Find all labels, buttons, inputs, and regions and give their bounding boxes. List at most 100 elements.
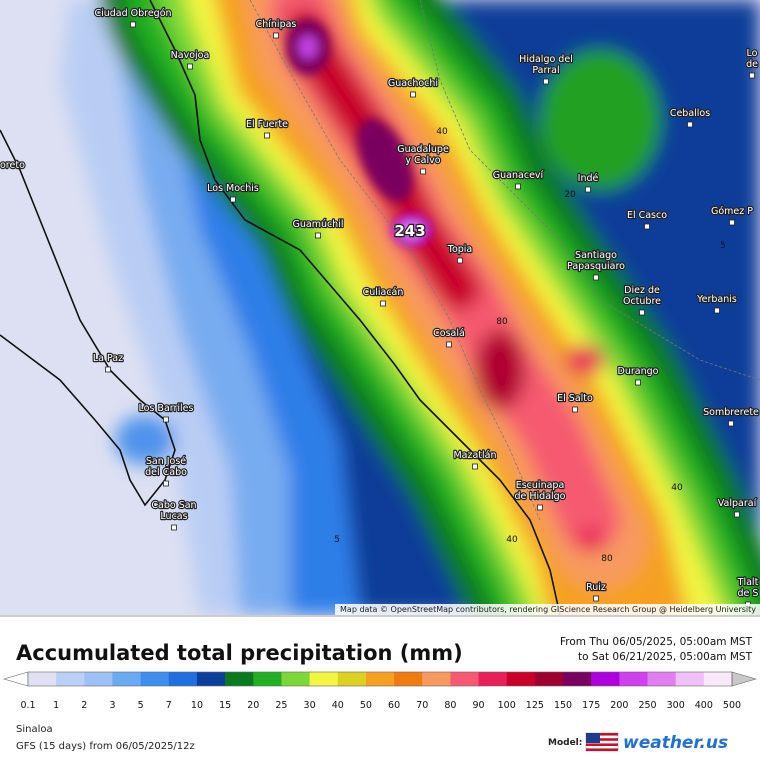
city-label: Valparaí: [718, 498, 757, 509]
colorbar-cell: [112, 672, 142, 686]
city-marker: [472, 463, 478, 470]
city-marker: [593, 274, 599, 281]
legend-value: 15: [219, 700, 231, 711]
city-label: Culiacán: [363, 287, 404, 298]
legend-value: 90: [473, 700, 485, 711]
city-label: Ruiz: [586, 582, 606, 593]
city-label: Guadalupe: [397, 144, 449, 155]
legend-value: 30: [304, 700, 316, 711]
city-label: Ceballos: [670, 108, 710, 119]
region: Sinaloa: [16, 724, 53, 735]
city-marker: [446, 341, 452, 348]
colorbar-cell: [84, 672, 113, 686]
city-marker: [315, 232, 321, 239]
colorbar-cell: [506, 672, 536, 686]
city-label: Guamúchil: [292, 219, 343, 230]
contour-label: 40: [506, 535, 518, 545]
city-marker: [572, 406, 578, 413]
city-label: de Hidalgo: [514, 491, 565, 502]
legend-value: 7: [166, 700, 172, 711]
city-marker: [171, 524, 177, 531]
us-flag: [585, 732, 619, 752]
city-label: Los Mochis: [207, 183, 259, 194]
city-label: Cabo San: [151, 500, 196, 511]
contour-label: 5: [334, 535, 340, 545]
city-label: Santiago: [575, 250, 617, 261]
legend-value: 300: [667, 700, 685, 711]
state-borders: [249, 0, 760, 521]
colorbar-cell: [591, 672, 620, 686]
contour-label: 20: [564, 190, 576, 200]
city-marker: [230, 196, 236, 203]
legend-value: 50: [360, 700, 372, 711]
city-marker: [687, 121, 693, 128]
city-marker: [543, 78, 549, 85]
city-marker: [714, 307, 720, 314]
map-labels: Ciudad Obregón Chínipas Navojoa Hidalgo del…: [0, 7, 760, 608]
contour-label: 80: [496, 317, 508, 327]
city-marker: [420, 168, 426, 175]
legend-value: 10: [191, 700, 203, 711]
city-label: Parral: [532, 65, 559, 76]
colorbar-arrow-low: [2, 671, 29, 687]
colorbar-cell: [168, 672, 198, 686]
coastlines: [0, 0, 561, 615]
city-label: Guanaceví: [493, 170, 544, 181]
city-marker: [380, 300, 386, 307]
city-marker: [585, 186, 591, 193]
legend-area: Accumulated total precipitation (mm) Fro…: [0, 615, 760, 753]
city-label: Gómez P: [711, 206, 753, 217]
colorbar-cell: [534, 672, 564, 686]
legend-value: 2: [81, 700, 87, 711]
city-marker: [105, 366, 111, 373]
city-label: La Paz: [93, 353, 123, 364]
city-label: Indé: [578, 173, 599, 184]
city-marker: [457, 257, 463, 264]
city-label: Guachochi: [388, 78, 438, 89]
legend-value: 20: [247, 700, 259, 711]
legend-value: 5: [138, 700, 144, 711]
legend-value: 100: [498, 700, 516, 711]
city-label: El Casco: [627, 210, 667, 221]
city-marker: [749, 72, 755, 79]
city-marker: [729, 219, 735, 226]
contour-label: 80: [601, 554, 613, 564]
city-label: Mazatlán: [453, 450, 496, 461]
city-marker: [593, 595, 599, 602]
model-label: Model:: [548, 738, 582, 748]
brand: weather.us: [623, 733, 728, 753]
city-label: Lo: [747, 48, 758, 59]
city-label: Lucas: [160, 511, 187, 522]
colorbar-cell: [56, 672, 85, 686]
colorbar-cell: [281, 672, 310, 686]
city-label: Sombrerete: [703, 407, 759, 418]
colorbar-cell: [478, 672, 508, 686]
legend-title: Accumulated total precipitation (mm): [16, 641, 463, 665]
colorbar-cell: [675, 672, 705, 686]
attribution-bg: [335, 604, 760, 615]
city-marker: [537, 504, 543, 511]
contour-label: 40: [436, 127, 448, 137]
legend-value: 250: [638, 700, 656, 711]
colorbar-cell: [563, 672, 592, 686]
city-label: Hidalgo del: [519, 54, 573, 65]
city-marker: [273, 32, 279, 39]
city-marker: [639, 309, 645, 316]
legend-value: 40: [332, 700, 344, 711]
city-marker: [644, 223, 650, 230]
city-label: Diez de: [624, 285, 660, 296]
city-label: Chínipas: [256, 19, 297, 30]
colorbar-cell: [703, 672, 733, 686]
city-label: Cosalá: [433, 328, 465, 339]
city-marker: [187, 63, 193, 70]
city-label: y Calvo: [405, 155, 440, 166]
colorbar-cell: [196, 672, 226, 686]
colorbar-cell: [422, 672, 451, 686]
city-label: Octubre: [623, 296, 661, 307]
city-label: San José: [146, 456, 186, 467]
colorbar-cell: [365, 672, 395, 686]
city-marker: [130, 21, 136, 28]
date-from: From Thu 06/05/2025, 05:00am MST: [560, 636, 753, 648]
colorbar-cell: [309, 672, 339, 686]
